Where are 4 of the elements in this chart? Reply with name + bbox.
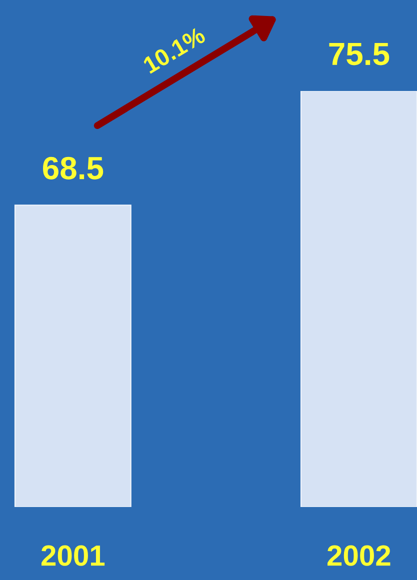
data-label: 75.5 bbox=[329, 42, 390, 66]
x-tick-label: 2002 bbox=[328, 545, 390, 566]
x-tick-label: 2001 bbox=[42, 545, 105, 566]
data-label: 68.5 bbox=[43, 156, 104, 180]
